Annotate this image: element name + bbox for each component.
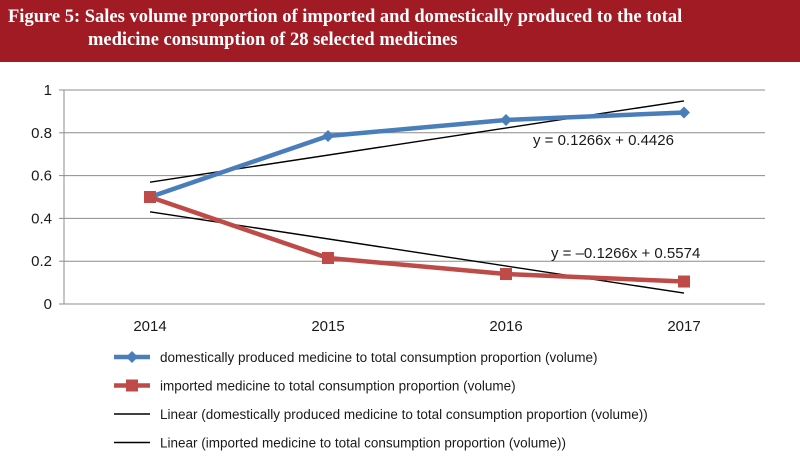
legend-label: Linear (imported medicine to total consu… bbox=[160, 436, 566, 451]
x-tick-label: 2014 bbox=[133, 318, 166, 335]
trendline-equation-domestic: y = 0.1266x + 0.4426 bbox=[533, 132, 674, 149]
point-domestic-2015 bbox=[322, 130, 334, 143]
point-domestic-2017 bbox=[678, 106, 690, 119]
y-tick-label: 0.2 bbox=[31, 253, 52, 270]
trendline-equation-imported: y = –0.1266x + 0.5574 bbox=[551, 245, 700, 262]
point-imported-2017 bbox=[678, 275, 690, 288]
figure-title-line-2: medicine consumption of 28 selected medi… bbox=[88, 30, 458, 50]
point-imported-2015 bbox=[322, 251, 334, 264]
legend-label: imported medicine to total consumption p… bbox=[160, 379, 516, 394]
grid-lines bbox=[59, 89, 765, 305]
figure-header bbox=[0, 0, 800, 62]
x-tick-label: 2017 bbox=[667, 318, 700, 335]
equation-annotations: y = 0.1266x + 0.4426 y = –0.1266x + 0.557… bbox=[533, 132, 700, 262]
point-imported-2014 bbox=[144, 191, 156, 203]
legend-label: Linear (domestically produced medicine t… bbox=[160, 407, 648, 422]
y-tick-label: 0 bbox=[44, 296, 52, 313]
legend-marker-diamond-icon bbox=[126, 351, 138, 363]
x-tick-label: 2015 bbox=[311, 318, 344, 335]
y-tick-label: 0.8 bbox=[31, 125, 52, 142]
series-line-domestic bbox=[149, 110, 685, 200]
x-axis-ticks: 2014 2015 2016 2017 bbox=[133, 318, 700, 335]
chart-legend: domestically produced medicine to total … bbox=[114, 350, 648, 451]
figure-title: Figure 5: Sales volume proportion of imp… bbox=[8, 6, 788, 52]
y-tick-label: 0.6 bbox=[31, 168, 52, 185]
point-imported-2016 bbox=[500, 268, 512, 281]
series-line-imported bbox=[149, 194, 685, 284]
x-tick-label: 2016 bbox=[489, 318, 522, 335]
figure-title-line-1: Figure 5: Sales volume proportion of imp… bbox=[8, 7, 683, 27]
y-tick-label: 1 bbox=[44, 82, 52, 99]
data-series bbox=[144, 106, 690, 288]
legend-marker-square-icon bbox=[126, 379, 138, 392]
legend-label: domestically produced medicine to total … bbox=[160, 350, 597, 365]
y-axis-ticks: 0 0.2 0.4 0.6 0.8 1 bbox=[31, 82, 52, 313]
y-tick-label: 0.4 bbox=[31, 210, 52, 227]
point-domestic-2016 bbox=[500, 113, 512, 126]
